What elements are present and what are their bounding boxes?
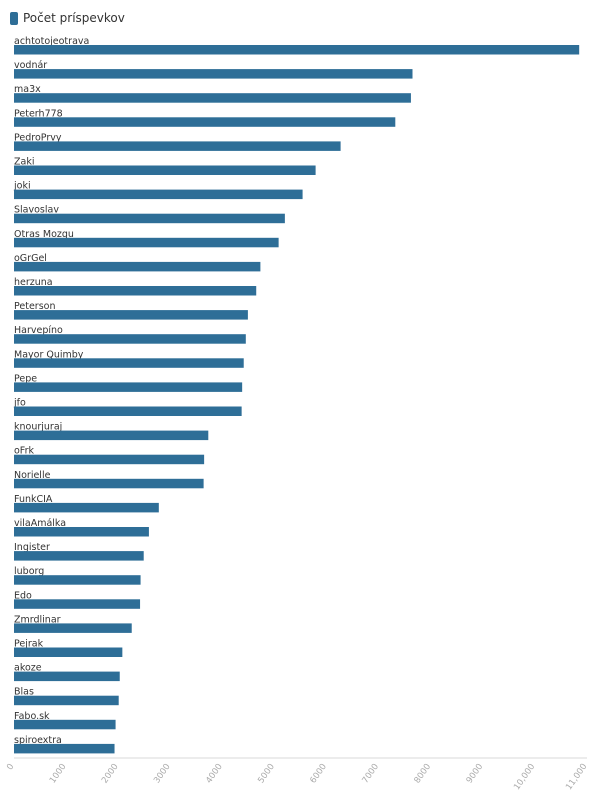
x-tick-label: 4000 [204, 762, 225, 785]
category-label: Harvepíno [14, 325, 63, 336]
legend-label: Počet príspevkov [23, 11, 125, 25]
category-label: FunkCIA [14, 494, 53, 505]
x-tick-label: 9000 [465, 762, 486, 785]
x-tick-label: 10,000 [512, 762, 537, 792]
category-label: Peterson [14, 301, 56, 312]
bar[interactable] [14, 478, 204, 489]
bar[interactable] [14, 358, 244, 368]
bar[interactable] [14, 213, 285, 224]
category-label: herzuna [14, 277, 53, 288]
bar[interactable] [14, 334, 246, 344]
category-label: vilaAmálka [14, 518, 66, 529]
bar[interactable] [14, 382, 243, 392]
category-label: joki [13, 181, 31, 192]
bar[interactable] [14, 93, 411, 103]
category-label: jfo [13, 398, 26, 409]
category-label: vodnár [14, 60, 47, 71]
bar[interactable] [14, 141, 341, 151]
category-label: ma3x [14, 84, 41, 95]
bar[interactable] [14, 310, 248, 320]
bar[interactable] [14, 286, 257, 296]
x-tick-label: 7000 [360, 762, 381, 785]
bar[interactable] [14, 454, 205, 465]
bar[interactable] [14, 117, 396, 127]
legend[interactable]: Počet príspevkov [10, 11, 125, 25]
x-tick-label: 1000 [48, 762, 69, 785]
bar[interactable] [14, 671, 120, 682]
category-label: Pepe [14, 373, 37, 384]
category-label: oGrGel [14, 253, 47, 264]
category-label: Pejrak [14, 639, 44, 650]
x-tick-label: 0 [5, 762, 16, 772]
category-label: PedroPrvy [14, 132, 62, 143]
bar[interactable] [14, 165, 316, 176]
x-tick-label: 5000 [256, 762, 277, 785]
bar[interactable] [14, 647, 123, 658]
bar[interactable] [14, 45, 580, 55]
bar[interactable] [14, 623, 132, 633]
category-label: Edo [14, 590, 32, 601]
bar[interactable] [14, 719, 116, 730]
category-label: Zaki [14, 157, 34, 168]
x-tick-label: 3000 [152, 762, 173, 785]
category-label: oFrk [14, 446, 34, 457]
category-label: knourjuraj [14, 422, 62, 433]
bar[interactable] [14, 406, 242, 417]
bar[interactable] [14, 743, 115, 754]
category-label: Norielle [14, 470, 51, 481]
bar[interactable] [14, 527, 149, 537]
category-label: Otras Mozgu [14, 229, 74, 240]
category-label: Fabo.sk [14, 711, 50, 722]
category-label: Slavoslav [14, 205, 59, 216]
category-label: akoze [14, 663, 42, 674]
category-label: Ingister [14, 542, 50, 553]
bar[interactable] [14, 695, 119, 706]
bar[interactable] [14, 237, 279, 248]
bar[interactable] [14, 599, 141, 609]
category-label: Zmrdlinar [14, 614, 61, 625]
bar[interactable] [14, 261, 261, 272]
category-label: Mayor Quimby [14, 349, 84, 360]
x-tick-label: 6000 [308, 762, 329, 785]
category-label: spiroextra [14, 735, 62, 746]
x-tick-label: 11,000 [564, 762, 589, 792]
bar[interactable] [14, 502, 159, 513]
bar[interactable] [14, 551, 144, 561]
x-tick-label: 8000 [413, 762, 434, 785]
bar[interactable] [14, 189, 303, 200]
bar[interactable] [14, 575, 141, 585]
category-label: Blas [14, 687, 34, 698]
category-label: luborg [14, 566, 44, 577]
bar[interactable] [14, 69, 413, 79]
category-label: achtotojeotrava [14, 36, 89, 47]
x-tick-label: 2000 [100, 762, 121, 785]
category-label: Peterh778 [14, 108, 63, 119]
legend-swatch [10, 11, 18, 25]
bar[interactable] [14, 430, 209, 441]
